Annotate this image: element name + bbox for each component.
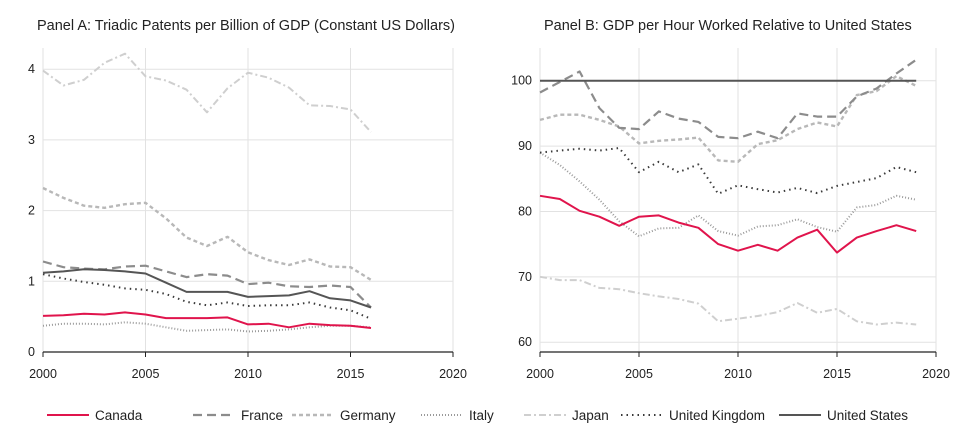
- legend-label-france: France: [241, 408, 283, 423]
- panel-b-x-tick-label: 2005: [625, 367, 653, 381]
- panel-a-series-canada: [42, 311, 372, 329]
- panel-a-series-france: [42, 260, 372, 309]
- panel-b-y-tick-label: 70: [518, 270, 532, 284]
- panel-a-x-tick-label: 2015: [337, 367, 365, 381]
- panel-a-x-tick-label: 2010: [234, 367, 262, 381]
- legend-label-canada: Canada: [95, 408, 143, 423]
- legend-item-japan: Japan: [524, 408, 609, 423]
- panel-a-y-tick-label: 0: [28, 345, 35, 359]
- panel-a-y-tick-label: 2: [28, 204, 35, 218]
- panel-b-x-tick-label: 2015: [823, 367, 851, 381]
- panel-b-title: Panel B: GDP per Hour Worked Relative to…: [544, 18, 912, 34]
- legend-item-italy: Italy: [421, 408, 494, 423]
- panel-b-x-tick-label: 2020: [922, 367, 950, 381]
- panel-a-y-tick-label: 1: [28, 274, 35, 288]
- panel-a-series-germany: [42, 186, 372, 281]
- panel-b-x-tick-label: 2010: [724, 367, 752, 381]
- panel-a-y-tick-label: 3: [28, 133, 35, 147]
- panel-a-x-tick-label: 2005: [132, 367, 160, 381]
- panel-a-x-tick-label: 2000: [29, 367, 57, 381]
- panel-b-y-tick-label: 60: [518, 335, 532, 349]
- legend-label-united-kingdom: United Kingdom: [669, 408, 765, 423]
- panel-a-series-italy: [42, 321, 372, 333]
- legend-label-italy: Italy: [469, 408, 494, 423]
- legend-item-germany: Germany: [292, 408, 396, 423]
- legend-label-japan: Japan: [572, 408, 609, 423]
- panel-a-series-united-states: [42, 268, 372, 309]
- panel-b-series-japan: [539, 275, 917, 326]
- panel-b-y-tick-label: 80: [518, 204, 532, 218]
- panel-b-series-france: [539, 58, 917, 140]
- legend-label-germany: Germany: [340, 408, 396, 423]
- legend-item-france: France: [193, 408, 283, 423]
- panel-a-title: Panel A: Triadic Patents per Billion of …: [37, 18, 455, 34]
- panel-a-y-tick-label: 4: [28, 62, 35, 76]
- panel-b-series-italy: [539, 151, 917, 238]
- panel-b-x-tick-label: 2000: [526, 367, 554, 381]
- panel-b-y-tick-label: 100: [511, 74, 532, 88]
- legend-item-united-states: United States: [779, 408, 908, 423]
- legend-item-canada: Canada: [47, 408, 143, 423]
- panel-a-x-tick-label: 2020: [439, 367, 467, 381]
- legend-item-united-kingdom: United Kingdom: [621, 408, 765, 423]
- panel-b-series-united-kingdom: [539, 147, 917, 195]
- panel-b-series-germany: [539, 74, 917, 164]
- panel-a-series-united-kingdom: [42, 273, 372, 320]
- panel-a-series-japan: [42, 52, 372, 133]
- panel-b-series-canada: [539, 194, 917, 254]
- panel-b-y-tick-label: 90: [518, 139, 532, 153]
- legend-label-united-states: United States: [827, 408, 908, 423]
